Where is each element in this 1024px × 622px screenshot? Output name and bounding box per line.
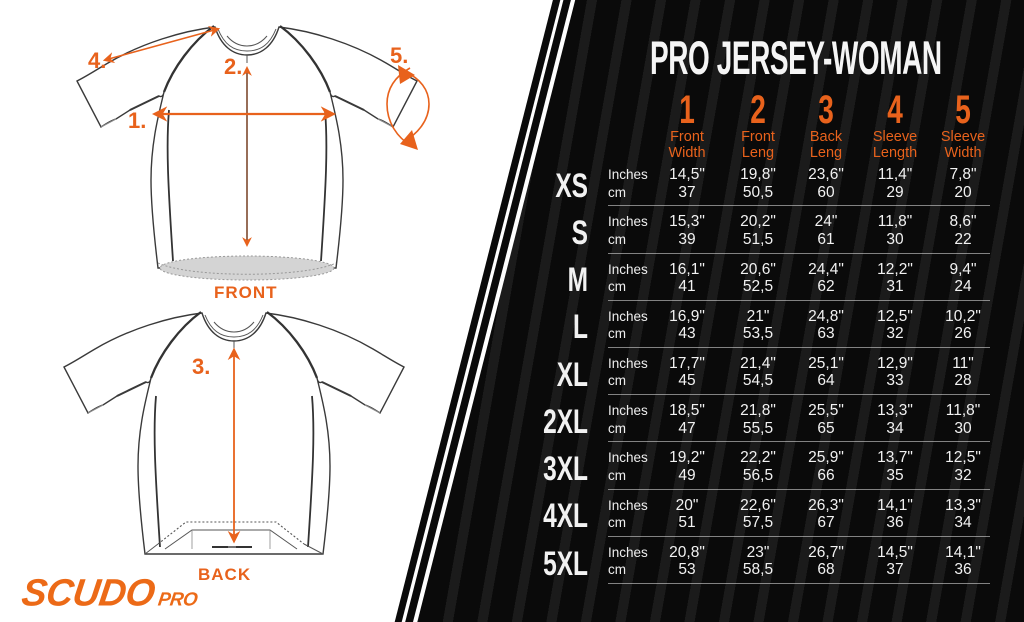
svg-text:BACK: BACK — [198, 565, 251, 584]
svg-text:2.: 2. — [224, 54, 242, 79]
svg-text:3.: 3. — [192, 354, 210, 379]
svg-text:5.: 5. — [390, 43, 408, 68]
svg-text:1.: 1. — [128, 108, 146, 133]
svg-text:4.: 4. — [88, 48, 106, 73]
